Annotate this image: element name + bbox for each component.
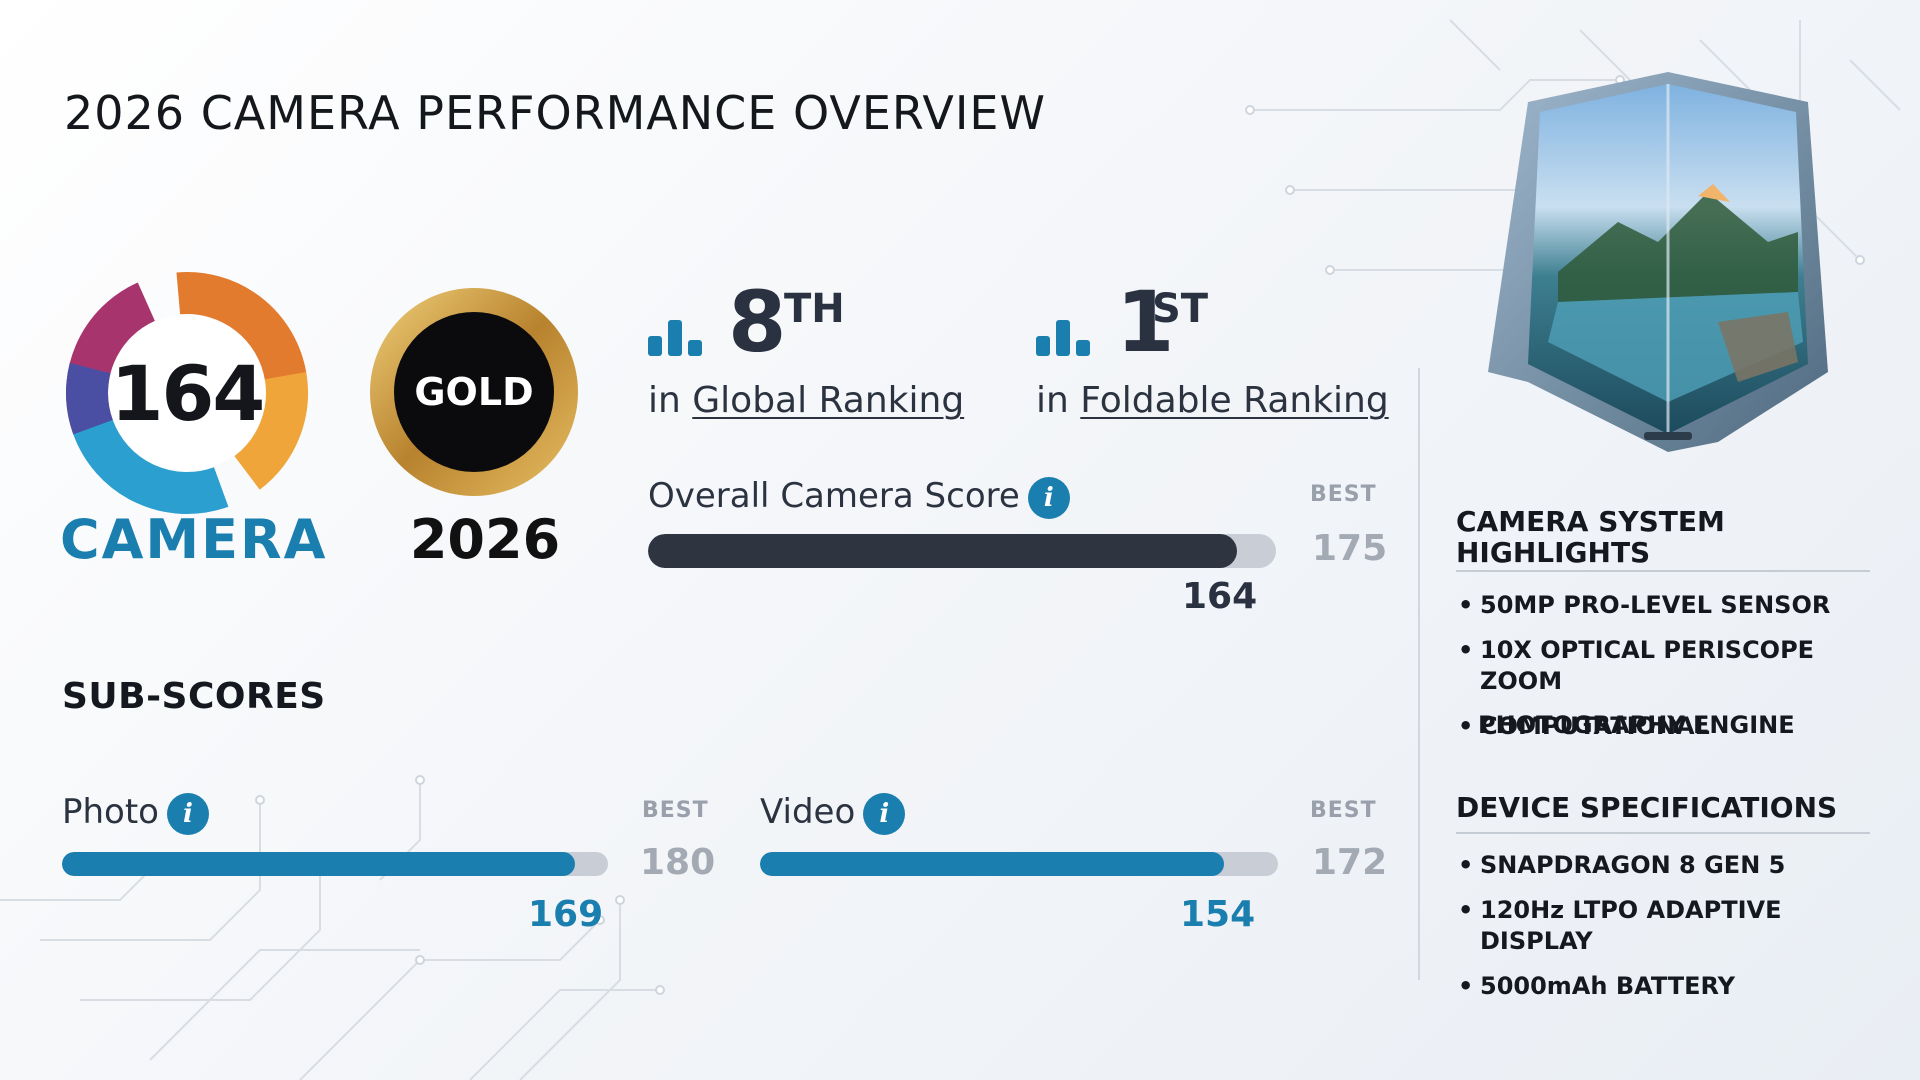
overall-score-value: 164 [1182, 576, 1258, 617]
photo-score-value: 169 [528, 894, 604, 935]
gold-award-label: GOLD [414, 370, 534, 414]
foldable-rank-number: 1 [1116, 273, 1175, 371]
video-best-value: 172 [1312, 842, 1388, 883]
bar-chart-icon [1036, 320, 1090, 356]
photo-label-row: Photo i [62, 792, 209, 835]
video-score-fill [760, 852, 1224, 876]
highlight-item: 50MP PRO-LEVEL SENSOR [1456, 590, 1896, 621]
subscores-heading: SUB-SCORES [62, 676, 326, 717]
award-year: 2026 [409, 508, 561, 571]
specs-heading: DEVICE SPECIFICATIONS [1456, 791, 1838, 824]
foldable-rank-prefix: in [1036, 380, 1069, 421]
video-label: Video [760, 792, 856, 832]
gold-badge-ring [370, 288, 578, 496]
highlight-item: 10X OPTICAL PERISCOPE ZOOM [1456, 635, 1896, 697]
photo-best-value: 180 [640, 842, 716, 883]
info-icon[interactable]: i [863, 792, 906, 835]
specs-rule [1456, 832, 1870, 834]
video-label-row: Video i [760, 792, 906, 835]
foldable-rank-caption: in Foldable Ranking [1036, 380, 1389, 421]
global-ranking: 8 TH in Global Ranking [648, 280, 968, 430]
video-best-label: BEST [1310, 798, 1377, 823]
highlights-heading-line1: CAMERA SYSTEM [1456, 505, 1725, 538]
camera-score-badge: 164 [62, 268, 312, 518]
foldable-ranking-link[interactable]: Foldable Ranking [1080, 380, 1389, 421]
info-icon[interactable]: i [167, 792, 209, 835]
video-score-bar [760, 852, 1278, 876]
info-icon[interactable]: i [1027, 476, 1070, 519]
overall-score-bar [648, 534, 1276, 568]
highlight-item-continued: PHOTOGRAPHY ENGINE [1478, 711, 1795, 739]
bar-chart-icon [648, 320, 702, 356]
highlights-list: 50MP PRO-LEVEL SENSOR 10X OPTICAL PERISC… [1456, 590, 1896, 742]
overall-best-label: BEST [1310, 482, 1377, 507]
global-rank-number: 8 [728, 273, 787, 371]
photo-best-label: BEST [642, 798, 709, 823]
overall-score-fill [648, 534, 1237, 568]
global-ranking-link[interactable]: Global Ranking [692, 380, 965, 421]
spec-item: 120Hz LTPO ADAPTIVE DISPLAY [1456, 895, 1896, 957]
spec-item: SNAPDRAGON 8 GEN 5 [1456, 850, 1896, 881]
foldable-ranking: 1 ST in Foldable Ranking [1036, 273, 1389, 430]
global-rank-caption: in Global Ranking [648, 380, 964, 421]
highlight-item: COMPUTATIONAL [1456, 711, 1896, 742]
photo-label: Photo [62, 792, 159, 832]
camera-badge-ring [66, 272, 308, 514]
global-rank-suffix: TH [784, 286, 845, 332]
foldable-rank-suffix: ST [1152, 286, 1209, 332]
global-rank-prefix: in [648, 380, 681, 421]
specs-list: SNAPDRAGON 8 GEN 5 120Hz LTPO ADAPTIVE D… [1456, 850, 1896, 1016]
overall-score-label: Overall Camera Score [648, 476, 1020, 516]
overall-best-value: 175 [1312, 528, 1388, 569]
highlights-rule [1456, 570, 1870, 572]
gold-award-badge: GOLD [354, 272, 594, 512]
highlights-heading: CAMERA SYSTEM HIGHLIGHTS [1456, 506, 1876, 568]
highlights-heading-line2: HIGHLIGHTS [1456, 536, 1651, 569]
video-score-value: 154 [1180, 894, 1256, 935]
page-title: 2026 CAMERA PERFORMANCE OVERVIEW [64, 86, 1046, 140]
camera-score-value: 164 [110, 348, 266, 438]
overall-score-label-row: Overall Camera Score i [648, 476, 1070, 519]
photo-score-fill [62, 852, 575, 876]
foldable-phone-image [1488, 72, 1828, 452]
panel-divider [1418, 368, 1420, 980]
photo-score-bar [62, 852, 608, 876]
camera-badge-label: CAMERA [60, 508, 328, 571]
spec-item: 5000mAh BATTERY [1456, 971, 1896, 1002]
